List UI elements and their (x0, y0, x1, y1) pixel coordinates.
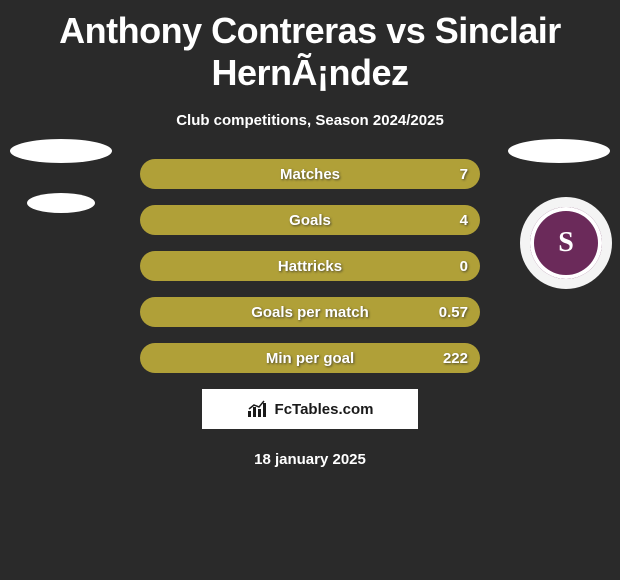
stat-value: 0.57 (439, 304, 468, 321)
stat-value: 0 (460, 258, 468, 275)
stats-list: Matches 7 Goals 4 Hattricks 0 Goals per … (140, 159, 480, 373)
stat-label: Matches (280, 166, 340, 183)
stat-row-hattricks: Hattricks 0 (140, 251, 480, 281)
stat-row-matches: Matches 7 (140, 159, 480, 189)
club-logo-letter: S (530, 207, 602, 279)
stat-value: 7 (460, 166, 468, 183)
subtitle: Club competitions, Season 2024/2025 (0, 112, 620, 129)
chart-icon (247, 400, 269, 418)
branding-box[interactable]: FcTables.com (202, 389, 418, 429)
stat-label: Goals per match (251, 304, 369, 321)
stat-label: Min per goal (266, 350, 354, 367)
footer-date: 18 january 2025 (0, 451, 620, 468)
avatar-placeholder-icon (508, 139, 610, 163)
player-right-avatar (508, 139, 610, 163)
stat-value: 4 (460, 212, 468, 229)
club-logo: S (520, 197, 612, 289)
stat-label: Hattricks (278, 258, 342, 275)
stat-row-min-per-goal: Min per goal 222 (140, 343, 480, 373)
stat-label: Goals (289, 212, 331, 229)
club-placeholder-icon (27, 193, 95, 213)
page-title: Anthony Contreras vs Sinclair HernÃ¡ndez (0, 0, 620, 94)
stat-value: 222 (443, 350, 468, 367)
player-left-avatar (10, 139, 112, 213)
comparison-body: S Matches 7 Goals 4 Hattricks 0 Goals pe… (0, 129, 620, 468)
branding-text: FcTables.com (275, 401, 374, 418)
stat-row-goals: Goals 4 (140, 205, 480, 235)
stat-row-goals-per-match: Goals per match 0.57 (140, 297, 480, 327)
avatar-placeholder-icon (10, 139, 112, 163)
